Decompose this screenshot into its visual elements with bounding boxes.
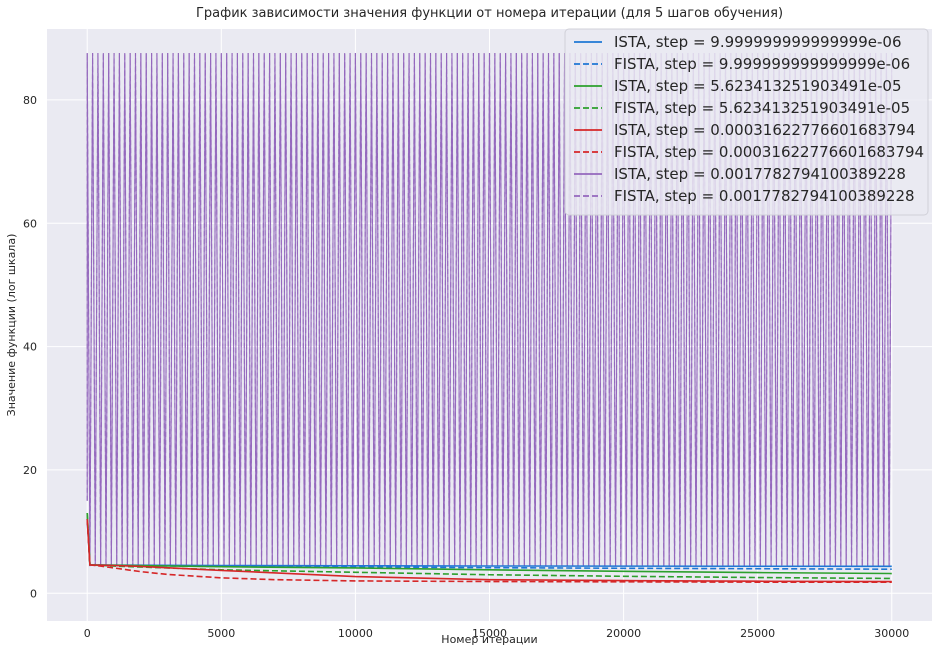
legend-label-ista-step-9-999999999999999e-06: ISTA, step = 9.999999999999999e-06 [614,33,901,51]
legend-label-fista-step-9-999999999999999e-06: FISTA, step = 9.999999999999999e-06 [614,55,910,73]
tick-labels: 0 5000 10000 15000 20000 25000 30000 0 20 40 60 80 [23,94,909,640]
legend-label-ista-step-0-00031622776601683794: ISTA, step = 0.00031622776601683794 [614,121,915,139]
series-line-ista-step-0-00031622776601683794 [86,519,892,583]
x-axis-label: Номер итерации [441,633,537,646]
legend-label-ista-step-0-0017782794100389228: ISTA, step = 0.0017782794100389228 [614,165,906,183]
y-axis-label: Значение функции (лог шкала) [5,234,18,417]
x-tick-label: 15000 [472,627,507,640]
legend-label-fista-step-0-00031622776601683794: FISTA, step = 0.00031622776601683794 [614,143,924,161]
series-line-fista-step-0-00031622776601683794 [86,519,892,583]
x-tick-label: 25000 [740,627,775,640]
x-tick-label: 5000 [207,627,235,640]
x-tick-label: 30000 [874,627,909,640]
chart-title: График зависимости значения функции от н… [196,6,783,21]
series-line-fista-step-9-999999999999999e-06 [86,519,892,570]
series-line-fista-step-0-0017782794100389228 [86,53,893,567]
y-tick-label: 80 [23,94,37,107]
y-tick-label: 40 [23,341,37,354]
x-tick-label: 0 [84,627,91,640]
legend-label-ista-step-5-623413251903491e-05: ISTA, step = 5.623413251903491e-05 [614,77,901,95]
legend: ISTA, step = 9.999999999999999e-06 FISTA,… [564,28,929,216]
legend-label-fista-step-5-623413251903491e-05: FISTA, step = 5.623413251903491e-05 [614,99,910,117]
x-tick-label: 20000 [606,627,641,640]
y-tick-label: 60 [23,217,37,230]
legend-box [564,28,929,216]
legend-label-fista-step-0-0017782794100389228: FISTA, step = 0.0017782794100389228 [614,187,915,205]
series-layer [86,53,893,583]
x-tick-label: 10000 [338,627,373,640]
y-tick-label: 20 [23,464,37,477]
y-tick-label: 0 [30,587,37,600]
